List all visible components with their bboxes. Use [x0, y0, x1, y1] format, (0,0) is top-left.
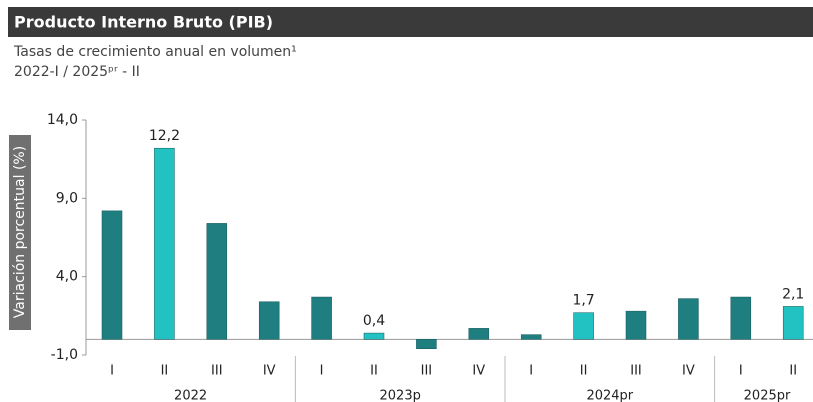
bar	[206, 223, 228, 340]
group-label: 2023p	[380, 389, 421, 402]
group-label: 2022	[174, 389, 207, 402]
bar	[782, 306, 804, 340]
bar	[258, 301, 280, 340]
x-tick-label: I	[529, 364, 533, 379]
data-label: 0,4	[363, 313, 385, 329]
data-label: 1,7	[572, 293, 594, 309]
x-tick-label: IV	[682, 364, 695, 379]
subtitle: Tasas de crecimiento anual en volumen¹	[13, 44, 297, 60]
bar	[416, 339, 437, 349]
y-label-box	[9, 135, 31, 330]
x-tick-label: I	[739, 364, 743, 379]
group-label: 2025pr	[744, 389, 791, 402]
x-tick-label: II	[161, 364, 169, 379]
x-tick-label: II	[789, 364, 797, 379]
x-tick-label: II	[580, 364, 588, 379]
chart-title: Producto Interno Bruto (PIB)	[14, 13, 273, 32]
y-tick-label: 9,0	[56, 190, 78, 206]
group-label: 2024pr	[586, 389, 633, 402]
title-bar	[8, 7, 813, 37]
y-tick-label: -1,0	[51, 347, 78, 363]
data-label: 12,2	[149, 128, 180, 144]
x-tick-label: I	[320, 364, 324, 379]
x-tick-label: III	[421, 364, 433, 379]
bar	[678, 298, 699, 340]
bar	[311, 296, 332, 340]
x-tick-label: IV	[263, 364, 276, 379]
y-axis-label: Variación porcentual (%)	[12, 146, 28, 318]
bar	[625, 310, 647, 340]
bar	[573, 312, 594, 340]
y-tick-label: 4,0	[56, 269, 78, 285]
y-tick-label: 14,0	[47, 112, 78, 128]
bar	[520, 334, 542, 340]
x-tick-label: I	[110, 364, 114, 379]
bar	[363, 332, 385, 340]
bar	[101, 210, 123, 340]
data-label: 2,1	[782, 286, 804, 302]
bar	[154, 147, 175, 340]
x-tick-label: III	[211, 364, 223, 379]
subtitle: 2022-I / 2025ᵖʳ - II	[14, 64, 140, 80]
x-tick-label: II	[370, 364, 378, 379]
bar	[730, 296, 752, 340]
x-tick-label: IV	[472, 364, 485, 379]
bar	[468, 328, 490, 340]
x-tick-label: III	[630, 364, 642, 379]
